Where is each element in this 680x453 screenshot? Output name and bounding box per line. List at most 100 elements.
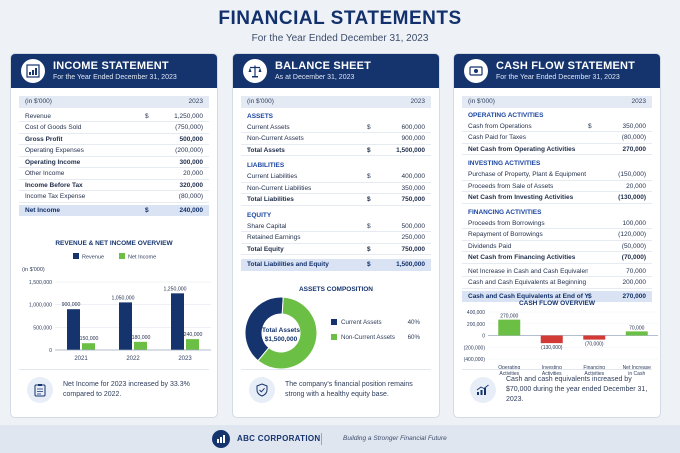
table-row: Repayment of Borrowings (120,000) (462, 229, 652, 241)
row-currency (588, 181, 600, 192)
legend-label: Net Income (128, 255, 156, 261)
row-value: 270,000 (622, 292, 647, 300)
pie-slice (244, 296, 284, 362)
y-tick-label: (200,000) (464, 345, 486, 351)
unit-label: (in $'000) (468, 98, 495, 105)
row-currency: $ (145, 206, 149, 214)
cashflow-card-header: CASH FLOW STATEMENT For the Year Ended D… (454, 54, 660, 88)
x-tick-label: 2023 (178, 356, 192, 362)
row-value: (150,000) (618, 171, 646, 178)
year-label: 2023 (631, 98, 646, 105)
cashflow-card-subtitle: For the Year Ended December 31, 2023 (496, 74, 620, 81)
cash-icon (464, 59, 488, 83)
x-tick-line: Operating (498, 365, 520, 371)
row-currency (588, 252, 600, 263)
revenue-net-income-chart: Revenue Net Income (in $'000) 0 500,000 1,000… (22, 253, 211, 362)
row-label: Operating Income (25, 158, 81, 166)
table-row: Income Before Tax 320,000 (19, 180, 209, 191)
row-label: Cash and Cash Equivalents at Beginning o… (468, 279, 588, 286)
y-tick-label: 1,500,000 (29, 280, 52, 286)
donut-center-value: $1,500,000 (265, 336, 298, 343)
y-tick-label: 500,000 (33, 325, 52, 331)
bar (186, 339, 199, 350)
table-row: Operating Income 300,000 (19, 157, 209, 168)
table-row: Cash from Operations $350,000 (462, 121, 652, 132)
balance-card-subtitle: As at December 31, 2023 (275, 74, 355, 81)
page-title: FINANCIAL STATEMENTS (218, 8, 462, 29)
row-value: (130,000) (618, 194, 646, 201)
data-label: 240,000 (184, 332, 203, 338)
income-card-title: INCOME STATEMENT (53, 60, 169, 72)
row-label: Total Assets (247, 146, 285, 154)
row-value: 20,000 (183, 170, 203, 177)
income-table: (in $'000) 2023 Revenue $1,250,000 Cost of G… (19, 96, 209, 216)
grand-total-row: Total Liabilities and Equity $1,500,000 (241, 259, 431, 271)
cashflow-note: Cash and cash equivalents increased by $… (462, 369, 652, 409)
section-total-row: Total Assets $1,500,000 (241, 145, 431, 156)
row-currency: $ (367, 222, 371, 230)
footer-divider (321, 433, 322, 445)
row-value: 500,000 (401, 222, 426, 230)
income-card-header: INCOME STATEMENT For the Year Ended Dece… (11, 54, 217, 88)
row-label: Total Liabilities (247, 196, 294, 203)
section-total-row: Total Liabilities $750,000 (241, 194, 431, 206)
table-row: Current Assets $600,000 (241, 122, 431, 133)
row-value: 250,000 (401, 234, 426, 241)
unit-label: (in $'000) (25, 98, 52, 105)
legend-swatch (119, 253, 125, 259)
row-label: Total Liabilities and Equity (247, 261, 329, 268)
row-label: Current Liabilities (247, 173, 298, 180)
year-label: 2023 (188, 98, 203, 105)
row-value: 1,500,000 (396, 146, 425, 154)
row-label: Income Tax Expense (25, 193, 86, 200)
x-tick-line: Financing (583, 365, 605, 371)
slice-percent: 60% (408, 334, 421, 341)
legend-label: Current Assets (341, 319, 382, 326)
x-tick-line: Activities (499, 371, 519, 377)
x-tick-label: Operating Activities (498, 365, 520, 377)
footer: ABC CORPORATION Building a Stronger Fina… (0, 425, 680, 453)
row-label: Income Before Tax (25, 181, 83, 189)
x-tick-label: Investing Activities (542, 365, 562, 377)
table-row: Gross Profit 500,000 (19, 134, 209, 145)
cash-flow-card: CASH FLOW STATEMENT For the Year Ended D… (453, 53, 661, 418)
row-currency (588, 192, 600, 203)
row-value: 350,000 (622, 122, 647, 130)
clipboard-icon (27, 376, 53, 403)
cashflow-table: (in $'000) 2023 OPERATING ACTIVITIES Cash f… (462, 96, 652, 302)
data-label: 180,000 (132, 335, 151, 341)
row-currency: $ (367, 261, 371, 268)
row-currency: $ (367, 146, 371, 154)
row-currency (145, 191, 157, 202)
row-label: Non-Current Liabilities (247, 184, 312, 192)
data-label: 150,000 (80, 336, 99, 342)
row-label: Repayment of Borrowings (468, 231, 543, 238)
row-currency: $ (367, 196, 371, 203)
x-tick-label: Net Increase in Cash (623, 365, 652, 377)
table-row: Net Cash from Operating Activities 270,00… (462, 144, 652, 155)
balance-note-text: The company's financial position remains… (285, 380, 413, 398)
cashflow-card-title: CASH FLOW STATEMENT (496, 60, 636, 72)
bar (82, 343, 95, 350)
table-row: Revenue $1,250,000 (19, 111, 209, 122)
bar (171, 293, 184, 350)
trend-up-icon (470, 376, 496, 403)
row-currency: $ (367, 173, 371, 180)
cashflow-chart-title: CASH FLOW OVERVIEW (518, 300, 596, 307)
company-tagline: Building a Stronger Financial Future (343, 435, 447, 442)
table-row: Net Cash from Financing Activities (70,00… (462, 252, 652, 264)
bar (540, 335, 563, 344)
row-currency (145, 168, 157, 179)
row-label: Cash from Operations (468, 122, 532, 130)
row-currency (588, 169, 600, 180)
y-tick-label: 0 (49, 348, 52, 354)
row-label: Share Capital (247, 222, 287, 230)
row-label: Purchase of Property, Plant & Equipment (468, 171, 587, 178)
y-axis-unit: (in $'000) (22, 267, 45, 273)
unit-label: (in $'000) (247, 98, 274, 105)
net-income-row: Net Income $240,000 (19, 204, 209, 216)
row-value: (80,000) (621, 134, 646, 141)
donut-center-label: Total Assets (262, 327, 300, 334)
y-tick-label: (400,000) (464, 357, 486, 363)
row-value: 1,500,000 (396, 261, 425, 268)
